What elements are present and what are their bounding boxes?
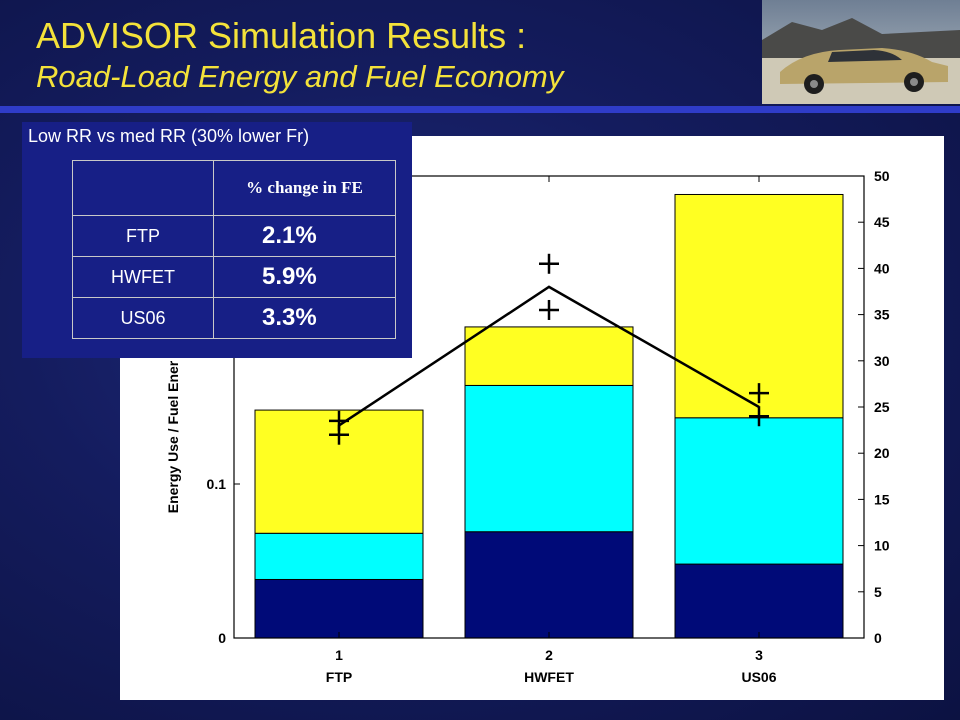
bar-segment-2-3 — [464, 326, 634, 386]
fe-marker-lower — [749, 406, 769, 427]
fe-summary-panel: Low RR vs med RR (30% lower Fr) % change… — [22, 122, 412, 358]
right-tick-label: 15 — [874, 491, 890, 507]
table-value-cell: 5.9% — [213, 256, 396, 298]
bar-segment-3-3 — [674, 193, 844, 419]
x-category-label: FTP — [326, 669, 352, 685]
car-photo-image — [762, 0, 960, 104]
left-tick-label: 0 — [218, 630, 226, 646]
fe-marker-upper — [749, 383, 769, 404]
right-tick-label: 0 — [874, 630, 882, 646]
bar-segment-1-2 — [254, 532, 424, 580]
right-tick-label: 25 — [874, 399, 890, 415]
x-category-label: HWFET — [524, 669, 574, 685]
bar-segment-3-1 — [674, 563, 844, 639]
table-column-header: % change in FE — [213, 160, 396, 216]
bar-segment-1-1 — [254, 578, 424, 639]
bar-segment-3-2 — [674, 417, 844, 565]
right-tick-label: 50 — [874, 168, 890, 184]
x-tick-label: 3 — [755, 647, 763, 663]
table-cycle-cell: HWFET — [72, 256, 214, 298]
table-value-cell: 2.1% — [213, 215, 396, 257]
table-header-row: % change in FE — [72, 160, 396, 216]
table-cycle-cell: US06 — [72, 297, 214, 339]
fuel-economy-line — [338, 285, 760, 427]
bar-segment-2-1 — [464, 531, 634, 639]
y-axis-label: Energy Use / Fuel Ener — [165, 360, 181, 513]
right-tick-label: 40 — [874, 260, 890, 276]
x-tick-label: 1 — [335, 647, 343, 663]
title-block: ADVISOR Simulation Results : Road-Load E… — [36, 16, 563, 96]
bar-segment-2-2 — [464, 384, 634, 533]
bar-segment-1-3 — [254, 409, 424, 534]
table-row: FTP 2.1% — [72, 215, 396, 257]
right-tick-label: 35 — [874, 307, 890, 323]
slide-title: ADVISOR Simulation Results : — [36, 15, 527, 56]
car-photo — [762, 0, 960, 104]
title-underline — [0, 106, 960, 113]
right-tick-label: 5 — [874, 584, 882, 600]
fe-change-table: % change in FE FTP 2.1% HWFET 5.9% US06 … — [72, 160, 396, 339]
table-cycle-cell: FTP — [72, 215, 214, 257]
table-row: US06 3.3% — [72, 297, 396, 339]
chart-panel: 00.10.2051015202530354045501FTP2HWFET3US… — [120, 136, 944, 700]
left-tick-label: 0.1 — [207, 476, 227, 492]
table-corner-cell — [72, 160, 214, 216]
fe-marker-upper — [539, 253, 559, 274]
table-row: HWFET 5.9% — [72, 256, 396, 298]
fe-marker-lower — [329, 424, 349, 445]
table-value-cell: 3.3% — [213, 297, 396, 339]
right-tick-label: 45 — [874, 214, 890, 230]
right-tick-label: 30 — [874, 353, 890, 369]
inset-title: Low RR vs med RR (30% lower Fr) — [28, 126, 310, 146]
right-tick-label: 10 — [874, 538, 890, 554]
x-tick-label: 2 — [545, 647, 553, 663]
slide-subtitle: Road-Load Energy and Fuel Economy — [36, 59, 564, 94]
stacked-bar-chart: 00.10.2051015202530354045501FTP2HWFET3US… — [165, 168, 890, 685]
x-category-label: US06 — [741, 669, 776, 685]
right-tick-label: 20 — [874, 445, 890, 461]
fe-marker-lower — [539, 299, 559, 320]
